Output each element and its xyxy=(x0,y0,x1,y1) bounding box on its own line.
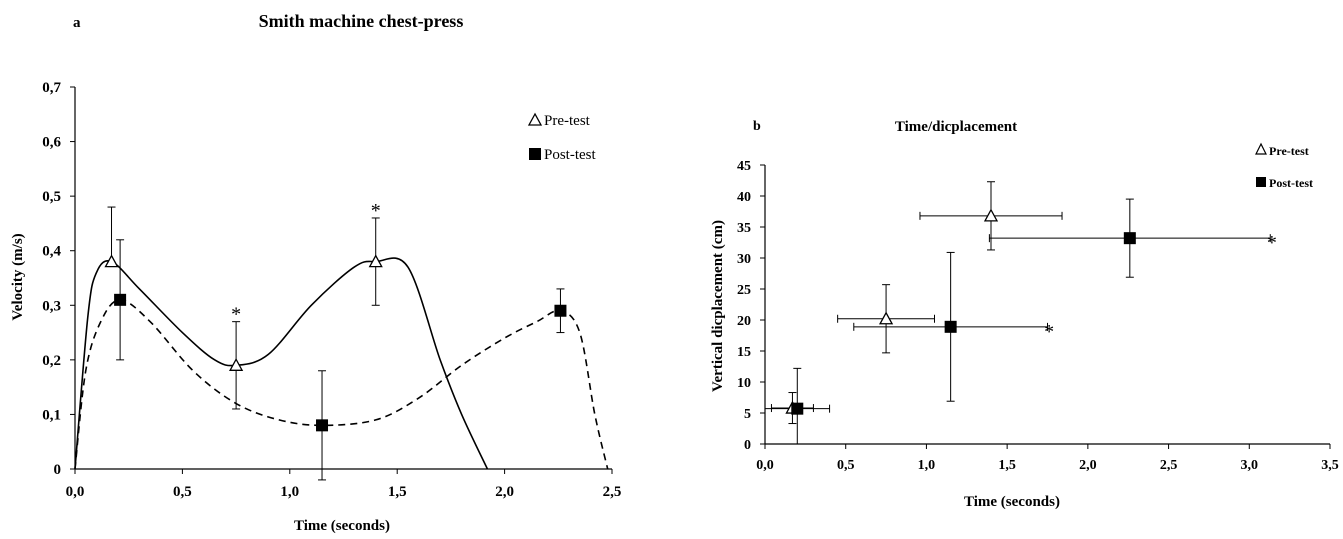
chart-a-y-tick-label: 0,4 xyxy=(42,244,61,260)
chart-a-y-axis-label: Velocity (m/s) xyxy=(10,233,26,320)
chart-b-post-test-point xyxy=(944,320,957,333)
chart-a-y-tick-label: 0 xyxy=(54,462,62,478)
chart-a-y-tick-label: 0,1 xyxy=(42,407,61,423)
chart-b-y-tick-label: 20 xyxy=(737,314,751,329)
chart-b-significance-marker: * xyxy=(1044,321,1054,343)
legend-a-post-test: Post-test xyxy=(544,147,597,163)
chart-b-y-tick-label: 45 xyxy=(737,159,751,174)
chart-a-x-tick-label: 0,5 xyxy=(173,484,192,500)
chart-a-post-test-point xyxy=(316,419,329,432)
chart-b-x-tick-label: 2,5 xyxy=(1160,458,1178,473)
chart-a-y-tick-label: 0,3 xyxy=(42,298,61,314)
legend-b-post-test: Post-test xyxy=(1269,176,1313,190)
chart-b-y-tick-label: 5 xyxy=(744,407,751,422)
chart-b-x-tick-label: 2,0 xyxy=(1079,458,1097,473)
chart-b: b Time/dicplacement 0,0 0,5 1,0 1,5 2,0 2,5 3,… xyxy=(710,119,1339,510)
chart-b-y-tick-label: 15 xyxy=(737,345,751,360)
chart-a-pre-test-line xyxy=(74,257,489,470)
legend-b-pre-test-marker xyxy=(1255,142,1267,155)
chart-a-post-test-point xyxy=(114,293,127,306)
legend-b-post-test-marker xyxy=(1256,177,1266,187)
chart-a-y-tick-label: 0,6 xyxy=(42,135,61,151)
chart-a-y-tick-label: 0,5 xyxy=(42,189,61,205)
chart-a-legend: Pre-test Post-test xyxy=(527,112,597,163)
chart-b-legend: Pre-test Post-test xyxy=(1255,142,1313,190)
chart-b-y-tick-label: 0 xyxy=(744,438,751,453)
chart-a-post-test-point xyxy=(554,304,567,317)
chart-a-x-tick-label: 2,0 xyxy=(495,484,514,500)
chart-a-pre-test-point xyxy=(368,254,383,268)
panel-label-b: b xyxy=(753,119,761,134)
chart-b-x-tick-label: 3,0 xyxy=(1241,458,1259,473)
chart-a-title: Smith machine chest-press xyxy=(259,11,464,31)
chart-a-x-axis-label: Time (seconds) xyxy=(294,518,390,534)
legend-a-post-test-marker xyxy=(529,148,541,160)
chart-b-y-tick-label: 10 xyxy=(737,376,751,391)
chart-b-x-tick-label: 1,0 xyxy=(918,458,936,473)
panel-label-a: a xyxy=(73,15,81,31)
chart-b-x-tick-label: 1,5 xyxy=(998,458,1016,473)
chart-b-x-tick-label: 0,0 xyxy=(756,458,774,473)
chart-a-x-tick-label: 2,5 xyxy=(603,484,622,500)
chart-a-x-tick-label: 0,0 xyxy=(66,484,85,500)
legend-b-pre-test: Pre-test xyxy=(1269,144,1309,158)
chart-a-x-tick-label: 1,5 xyxy=(388,484,407,500)
chart-b-pre-test-point xyxy=(878,311,894,325)
legend-a-pre-test: Pre-test xyxy=(544,113,591,129)
chart-b-x-axis-label: Time (seconds) xyxy=(964,494,1060,510)
chart-b-x-tick-label: 0,5 xyxy=(837,458,855,473)
legend-a-pre-test-marker xyxy=(527,112,543,126)
chart-b-post-test-point xyxy=(791,402,804,415)
chart-b-post-test-point xyxy=(1123,232,1136,245)
chart-a-significance-marker: * xyxy=(371,200,381,222)
chart-b-y-tick-label: 40 xyxy=(737,190,751,205)
chart-b-title: Time/dicplacement xyxy=(895,119,1017,135)
chart-b-y-tick-label: 35 xyxy=(737,221,751,236)
chart-b-significance-marker: * xyxy=(1267,232,1277,254)
chart-b-y-tick-label: 30 xyxy=(737,252,751,267)
chart-a-x-tick-label: 1,0 xyxy=(280,484,299,500)
chart-b-x-tick-label: 3,5 xyxy=(1321,458,1339,473)
chart-a-y-tick-label: 0,7 xyxy=(42,80,61,96)
chart-a: a Smith machine chest-press 0,0 0,5 1,0 1,5… xyxy=(10,11,621,534)
chart-b-y-tick-label: 25 xyxy=(737,283,751,298)
chart-a-pre-test-point xyxy=(229,357,244,371)
chart-b-pre-test-point xyxy=(983,208,999,222)
chart-b-y-axis-label: Vertical dicplacement (cm) xyxy=(710,220,726,392)
chart-a-significance-marker: * xyxy=(231,304,241,326)
chart-a-post-test-line xyxy=(74,299,609,470)
chart-a-y-tick-label: 0,2 xyxy=(42,353,61,369)
chart-a-pre-test-point xyxy=(104,254,119,268)
